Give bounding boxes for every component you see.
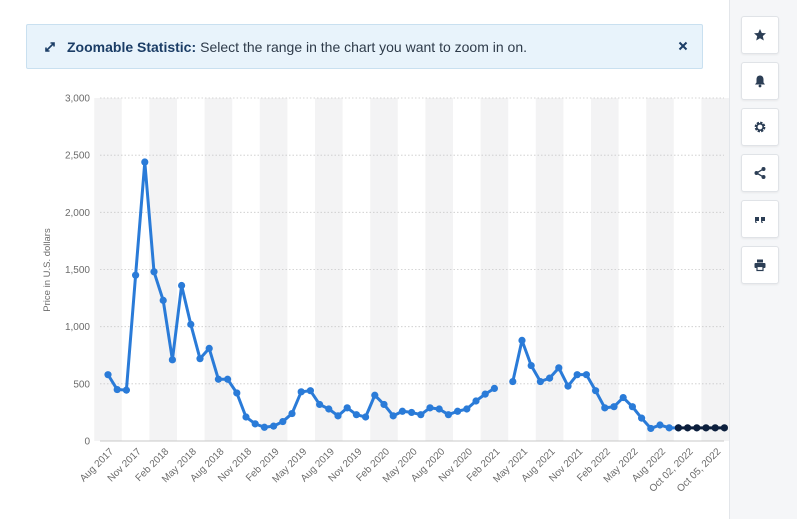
data-point[interactable] [334,412,342,420]
data-point[interactable] [132,271,140,279]
data-point[interactable] [619,393,627,402]
data-point[interactable] [582,371,591,379]
data-point[interactable] [288,409,296,418]
banner-message: Select the range in the chart you want t… [200,38,528,55]
data-point[interactable] [564,382,572,390]
data-point[interactable] [684,424,692,432]
data-point[interactable] [159,296,167,304]
data-point[interactable] [417,411,425,419]
series-price[interactable] [104,158,683,433]
data-point[interactable] [306,387,314,395]
y-tick-label: 0 [84,437,90,448]
data-point[interactable] [270,422,278,430]
settings-button[interactable] [741,108,779,146]
data-point[interactable] [573,371,581,379]
data-point[interactable] [178,281,186,290]
print-icon [754,259,766,272]
data-point[interactable] [343,404,351,412]
data-point[interactable] [472,397,480,405]
data-point[interactable] [297,388,305,396]
data-point[interactable] [628,403,637,411]
data-point[interactable] [242,413,250,421]
price-line-chart[interactable]: 0 500 1,000 1,500 2,000 2,500 3,000 Price in U… [0,0,729,519]
data-point[interactable] [141,158,149,166]
quote-icon [755,217,765,223]
data-point[interactable] [196,355,204,363]
data-point[interactable] [260,423,268,431]
data-point[interactable] [592,387,600,395]
data-point[interactable] [371,391,379,399]
data-point[interactable] [527,361,535,370]
zoom-info-banner: Zoomable Statistic: Select the range in … [26,24,703,69]
data-point[interactable] [187,320,195,328]
data-point[interactable] [279,417,287,426]
data-point[interactable] [150,268,158,276]
gear-icon [754,121,766,133]
data-point[interactable] [610,403,618,411]
print-button[interactable] [741,246,779,284]
data-point[interactable] [674,424,683,432]
data-point[interactable] [509,377,517,386]
banner-title: Zoomable Statistic: [67,38,197,55]
share-icon [754,167,766,179]
data-point[interactable] [720,424,729,432]
data-point[interactable] [251,420,259,428]
data-point[interactable] [233,389,241,397]
data-point[interactable] [325,405,333,413]
y-tick-label: 1,500 [65,265,90,276]
data-point[interactable] [435,405,443,413]
data-point[interactable] [463,405,471,413]
data-point[interactable] [113,385,121,394]
data-point[interactable] [426,404,434,412]
data-point[interactable] [638,414,646,422]
data-point[interactable] [656,421,664,429]
data-point[interactable] [122,386,130,394]
data-point[interactable] [601,404,609,412]
data-point[interactable] [490,384,498,393]
data-point[interactable] [389,412,397,420]
data-point[interactable] [546,374,554,382]
data-point[interactable] [693,424,701,432]
y-axis-title: Price in U.S. dollars [42,228,53,312]
data-point[interactable] [214,375,222,383]
star-icon [754,29,766,41]
data-point[interactable] [518,336,526,344]
y-tick-label: 3,000 [65,94,90,105]
expand-icon [43,40,57,54]
data-point[interactable] [352,411,360,419]
data-point[interactable] [702,424,710,432]
y-tick-label: 1,000 [65,322,90,333]
notification-button[interactable] [741,62,779,100]
data-point[interactable] [224,375,232,383]
data-point[interactable] [647,424,655,433]
data-point[interactable] [481,390,489,398]
data-point[interactable] [665,424,673,432]
data-point[interactable] [316,400,324,409]
close-icon[interactable] [674,37,692,55]
data-point[interactable] [362,413,370,421]
bell-icon [755,75,765,88]
y-tick-label: 2,000 [65,208,90,219]
gridlines [100,97,724,442]
data-point[interactable] [536,377,545,386]
y-tick-label: 2,500 [65,151,90,162]
data-point[interactable] [168,356,176,364]
data-point[interactable] [711,424,719,432]
data-point[interactable] [444,411,452,419]
data-point[interactable] [380,400,388,409]
share-button[interactable] [741,154,779,192]
series-projection[interactable] [674,424,729,432]
data-point[interactable] [555,364,563,372]
data-point[interactable] [398,407,406,415]
data-point[interactable] [408,408,416,417]
data-point[interactable] [104,371,112,379]
data-point[interactable] [454,407,462,415]
cite-button[interactable] [741,200,779,238]
y-axis-ticks: 0 500 1,000 1,500 2,000 2,500 3,000 [65,94,90,448]
y-tick-label: 500 [73,379,90,390]
favorite-button[interactable] [741,16,779,54]
data-point[interactable] [205,344,213,352]
chart-toolbar [741,16,779,292]
